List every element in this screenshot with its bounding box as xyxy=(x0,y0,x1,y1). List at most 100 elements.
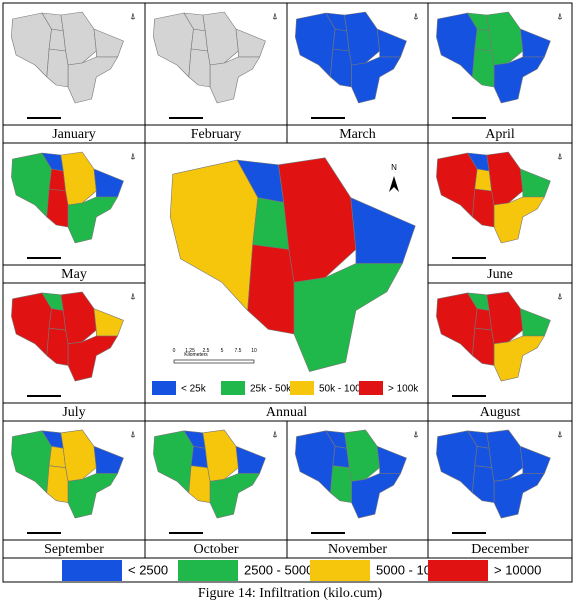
map-region xyxy=(330,48,352,88)
legend-label: 2500 - 5000 xyxy=(244,562,313,577)
legend-label: > 100k xyxy=(388,384,419,395)
map-region xyxy=(330,465,352,503)
scale-bar xyxy=(169,117,203,119)
map-region xyxy=(11,12,52,78)
map-region xyxy=(472,465,495,503)
map-region xyxy=(67,335,118,382)
map-region xyxy=(93,445,124,474)
scale-title: Kilometers xyxy=(184,352,208,358)
map-region xyxy=(46,48,69,88)
legend-label: < 25k xyxy=(181,384,207,395)
map-region xyxy=(67,56,118,104)
legend-swatch xyxy=(428,560,488,581)
scale-bar xyxy=(452,395,486,397)
map-region xyxy=(293,263,403,372)
scale-bar xyxy=(311,117,345,119)
north-arrow: ⍋ xyxy=(557,429,562,439)
map-region xyxy=(209,473,260,519)
map-region xyxy=(294,12,336,78)
map-region xyxy=(67,473,118,519)
map-region xyxy=(493,196,545,244)
map-label: December xyxy=(471,542,529,557)
map-region xyxy=(235,445,266,474)
map-label: June xyxy=(487,267,513,282)
map-label: March xyxy=(339,127,376,142)
map-region xyxy=(351,56,401,104)
map-region xyxy=(169,159,259,311)
legend-swatch xyxy=(359,381,383,395)
legend-swatch xyxy=(221,381,245,395)
scale-tick: 7.5 xyxy=(235,348,242,354)
scale-bar xyxy=(27,257,61,259)
map-region xyxy=(93,308,124,337)
map-label: November xyxy=(328,542,387,557)
map-region xyxy=(153,12,194,78)
map-region xyxy=(190,445,208,469)
scale-bar xyxy=(27,532,61,534)
legend-label: 50k - 100k xyxy=(319,384,367,395)
map-region xyxy=(493,335,545,382)
map-region xyxy=(153,430,194,494)
north-arrow: ⍋ xyxy=(272,429,277,439)
north-arrow xyxy=(389,176,399,192)
north-arrow: ⍋ xyxy=(557,291,562,301)
legend-swatch xyxy=(290,381,314,395)
legend-swatch xyxy=(178,560,238,581)
map-region xyxy=(493,473,545,519)
map-label: Annual xyxy=(266,405,307,420)
scale-bar xyxy=(169,532,203,534)
map-region xyxy=(376,28,407,58)
map-region xyxy=(11,430,52,494)
map-region xyxy=(436,12,478,78)
map-label: April xyxy=(485,127,515,142)
legend-label: < 2500 xyxy=(128,562,168,577)
map-region xyxy=(48,168,66,192)
legend-swatch xyxy=(152,381,176,395)
map-label: February xyxy=(191,127,242,142)
scale-bar xyxy=(173,359,255,364)
map-label: July xyxy=(62,405,85,420)
map-label: September xyxy=(44,542,104,557)
map-region xyxy=(67,196,118,244)
scale-tick: 2.5 xyxy=(203,348,210,354)
map-region xyxy=(46,188,69,228)
map-region xyxy=(376,445,407,474)
north-arrow: ⍋ xyxy=(272,11,277,21)
map-region xyxy=(472,188,495,228)
north-arrow: ⍋ xyxy=(130,151,135,161)
map-region xyxy=(93,28,124,58)
map-region xyxy=(190,28,208,52)
legend-swatch xyxy=(62,560,122,581)
map-region xyxy=(46,327,69,366)
scale-bar xyxy=(452,532,486,534)
north-arrow: ⍋ xyxy=(557,151,562,161)
map-region xyxy=(209,56,260,104)
scale-tick: 5 xyxy=(221,348,224,354)
scale-bar xyxy=(452,257,486,259)
map-region xyxy=(472,48,495,88)
map-region xyxy=(46,465,69,503)
map-region xyxy=(436,152,478,218)
map-region xyxy=(520,168,551,198)
scale-bar xyxy=(27,117,61,119)
map-region xyxy=(472,327,495,366)
map-region xyxy=(235,28,266,58)
map-region xyxy=(436,292,478,356)
scale-bar xyxy=(452,117,486,119)
map-region xyxy=(493,56,545,104)
legend-frame xyxy=(2,557,573,583)
caption: Figure 14: Infiltration (kilo.cum) xyxy=(198,586,383,601)
north-label: N xyxy=(391,163,397,172)
map-label: August xyxy=(480,405,521,420)
north-arrow: ⍋ xyxy=(413,429,418,439)
map-label: May xyxy=(61,267,87,282)
north-arrow: ⍋ xyxy=(130,11,135,21)
map-region xyxy=(11,152,52,218)
north-arrow: ⍋ xyxy=(130,429,135,439)
map-region xyxy=(247,244,295,335)
scale-tick: 10 xyxy=(251,348,257,354)
scale-tick: 0 xyxy=(173,348,176,354)
map-region xyxy=(188,48,211,88)
map-region xyxy=(294,430,336,494)
